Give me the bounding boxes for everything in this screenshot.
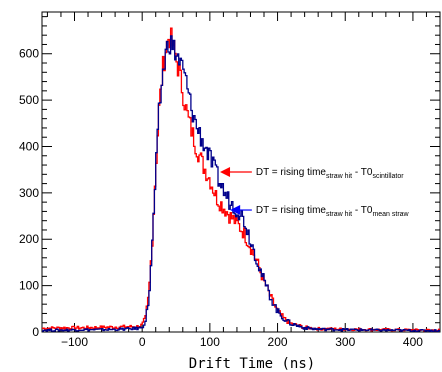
x-tick-label: 400 <box>403 335 423 349</box>
y-tick-label: 100 <box>19 279 39 293</box>
plot-axes: −100 0 100 200 300 400 0 100 200 300 400 500 600 <box>19 11 441 349</box>
y-tick-label: 200 <box>19 232 39 246</box>
y-tick-label: 0 <box>32 325 39 339</box>
x-tick-label: 0 <box>139 335 146 349</box>
x-tick-label: 100 <box>200 335 220 349</box>
x-tick-label: 300 <box>335 335 355 349</box>
annotation-label-1: DT = rising timestraw hit - T0mean straw <box>256 205 410 218</box>
y-tick-label: 500 <box>19 93 39 107</box>
plot-frame <box>41 11 441 333</box>
y-tick-label: 600 <box>19 47 39 61</box>
annotation-arrowhead <box>230 205 241 216</box>
annotation-label-0: DT = rising timestraw hit - T0scintillat… <box>256 167 404 180</box>
annotation-arrowhead <box>220 167 231 177</box>
series-line-1 <box>42 35 440 333</box>
x-tick-label: 200 <box>268 335 288 349</box>
x-tick-label: −100 <box>61 335 88 349</box>
plot-annotations: DT = rising timestraw hit - T0scintillat… <box>220 167 410 218</box>
y-tick-label: 300 <box>19 186 39 200</box>
x-axis-title: Drift Time (ns) <box>189 356 315 372</box>
plot-series <box>42 27 440 333</box>
y-tick-label: 400 <box>19 139 39 153</box>
